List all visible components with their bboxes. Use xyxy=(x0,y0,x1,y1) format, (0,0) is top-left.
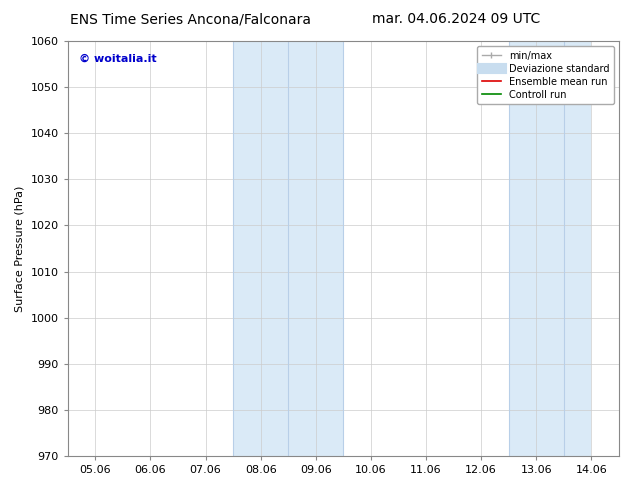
Text: ENS Time Series Ancona/Falconara: ENS Time Series Ancona/Falconara xyxy=(70,12,311,26)
Y-axis label: Surface Pressure (hPa): Surface Pressure (hPa) xyxy=(15,185,25,312)
Bar xyxy=(564,41,592,456)
Bar xyxy=(288,41,344,456)
Bar xyxy=(233,41,288,456)
Text: © woitalia.it: © woitalia.it xyxy=(79,53,157,64)
Legend: min/max, Deviazione standard, Ensemble mean run, Controll run: min/max, Deviazione standard, Ensemble m… xyxy=(477,46,614,104)
Bar xyxy=(508,41,564,456)
Text: mar. 04.06.2024 09 UTC: mar. 04.06.2024 09 UTC xyxy=(372,12,541,26)
